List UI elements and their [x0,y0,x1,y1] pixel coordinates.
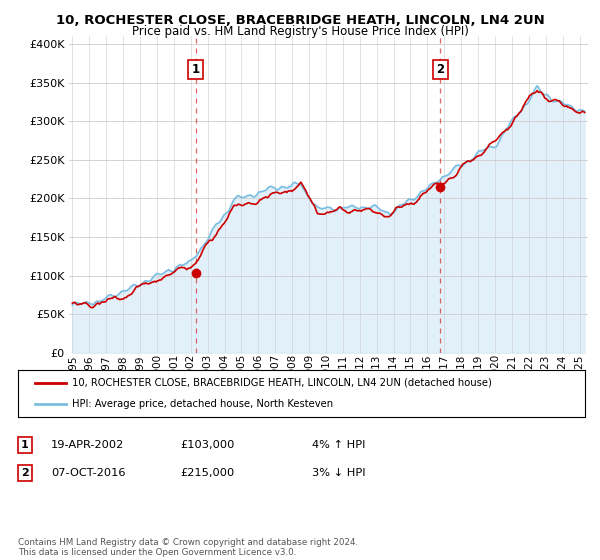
Text: Contains HM Land Registry data © Crown copyright and database right 2024.
This d: Contains HM Land Registry data © Crown c… [18,538,358,557]
Text: £215,000: £215,000 [180,468,234,478]
Text: £103,000: £103,000 [180,440,235,450]
Text: 4% ↑ HPI: 4% ↑ HPI [312,440,365,450]
Text: 19-APR-2002: 19-APR-2002 [51,440,124,450]
Text: 2: 2 [436,63,445,76]
Text: 10, ROCHESTER CLOSE, BRACEBRIDGE HEATH, LINCOLN, LN4 2UN (detached house): 10, ROCHESTER CLOSE, BRACEBRIDGE HEATH, … [72,378,492,388]
Text: Price paid vs. HM Land Registry's House Price Index (HPI): Price paid vs. HM Land Registry's House … [131,25,469,38]
Text: 10, ROCHESTER CLOSE, BRACEBRIDGE HEATH, LINCOLN, LN4 2UN: 10, ROCHESTER CLOSE, BRACEBRIDGE HEATH, … [56,14,544,27]
Text: 1: 1 [21,440,29,450]
Text: 2: 2 [21,468,29,478]
Text: HPI: Average price, detached house, North Kesteven: HPI: Average price, detached house, Nort… [72,399,333,409]
Text: 1: 1 [191,63,200,76]
Text: 07-OCT-2016: 07-OCT-2016 [51,468,125,478]
Text: 3% ↓ HPI: 3% ↓ HPI [312,468,365,478]
